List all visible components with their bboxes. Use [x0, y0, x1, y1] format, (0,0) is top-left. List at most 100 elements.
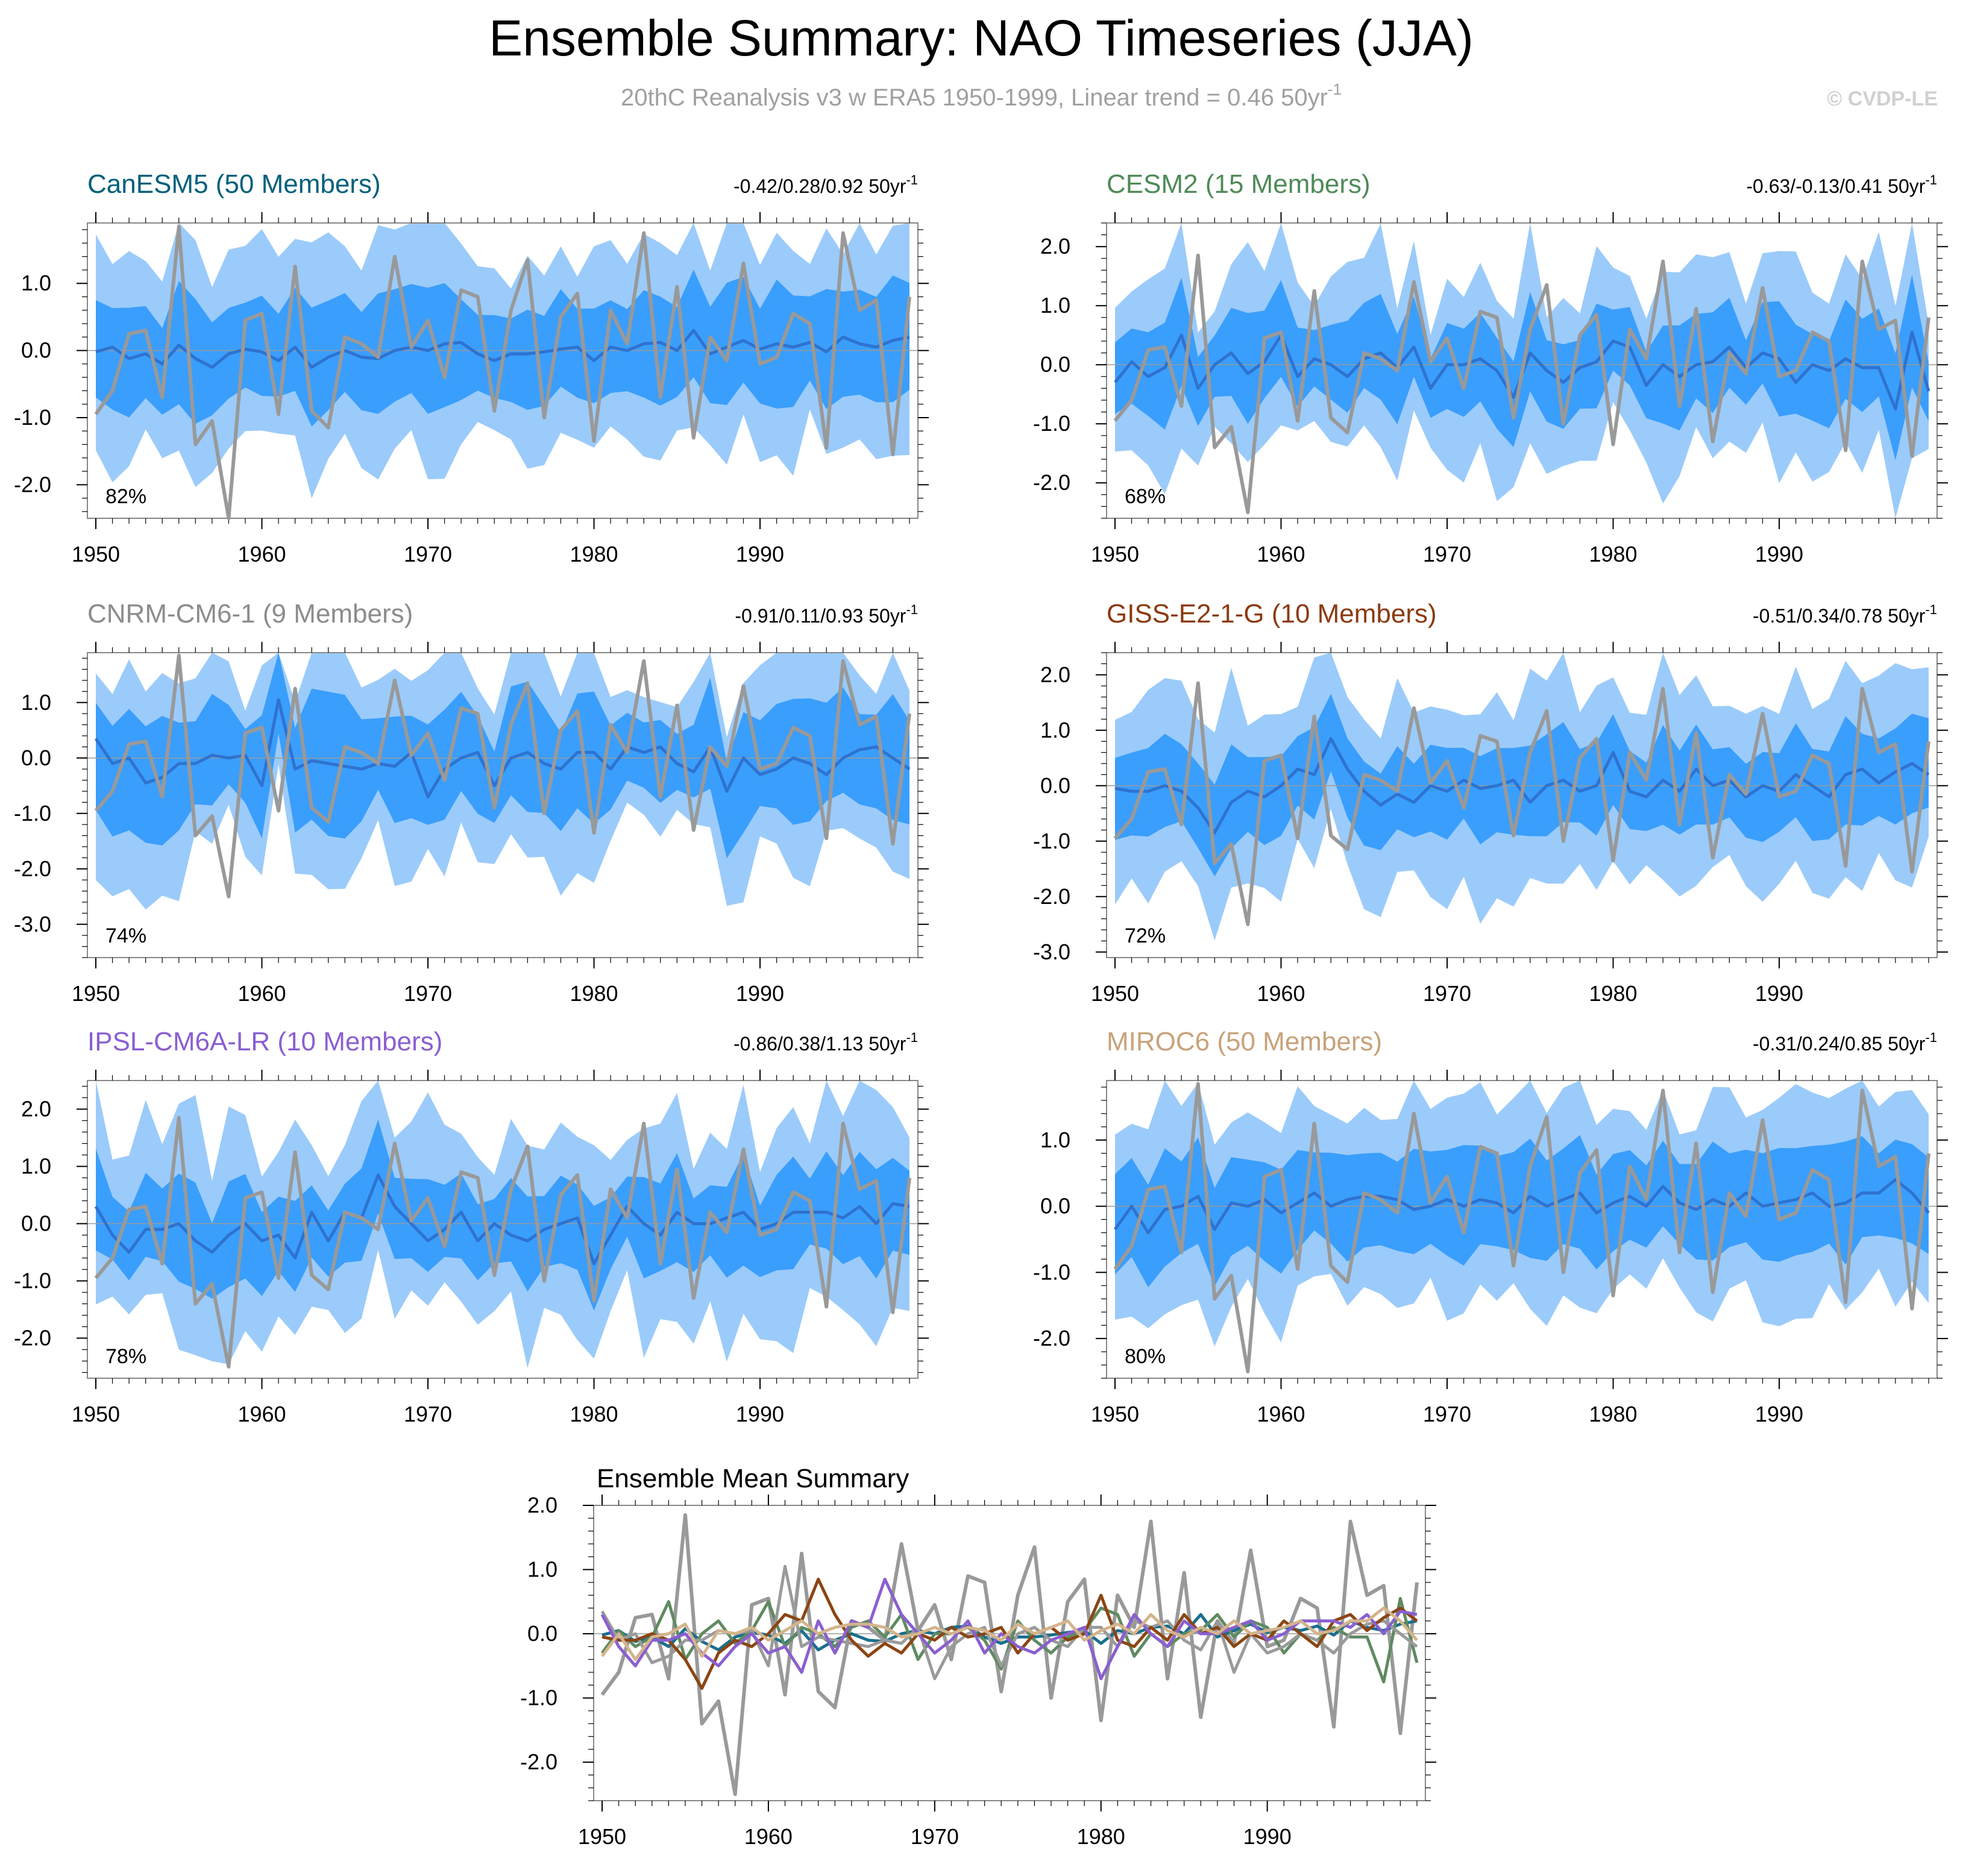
panel-giss-e2-1-g-plot-frame — [1106, 652, 1938, 958]
panel-cnrm-cm6-1-x-tick-label: 1950 — [72, 981, 120, 1006]
panel-miroc6-x-tick-label: 1990 — [1755, 1402, 1803, 1426]
panel-ipsl-cm6a-lr-y-tick-label: 2.0 — [21, 1097, 51, 1122]
panel-miroc6-ensemble-mean-line — [1113, 1178, 1930, 1234]
figure-subtitle: 20thC Reanalysis v3 w ERA5 1950-1999, Li… — [621, 80, 1342, 111]
panel-cesm2-x-tick-label: 1970 — [1423, 542, 1471, 566]
panel-giss-e2-1-g: 1950 1960 1970 1980 1990 2.0 1.0 0.0 -1.0 -2.0 -3.… — [1033, 599, 1948, 1006]
panel-cesm2-title: CESM2 (15 Members) — [1107, 169, 1371, 199]
panel-cesm2-trend-sup: -1 — [1925, 172, 1937, 187]
summary-y-tick-label: -2.0 — [520, 1749, 557, 1774]
panel-cesm2-percent-label: 68% — [1125, 485, 1166, 508]
panel-cnrm-cm6-1-y-tick-label: -3.0 — [14, 912, 51, 936]
panel-cesm2-x-tick-label: 1960 — [1257, 542, 1305, 566]
panel-cnrm-cm6-1-y-tick-label: -1.0 — [14, 801, 51, 826]
panel-canesm5-x-tick-label: 1980 — [570, 542, 618, 566]
panel-canesm5: 1950 1960 1970 1980 1990 1.0 0.0 -1.0 -2.0 CanESM… — [14, 169, 929, 566]
panel-cesm2-y-tick-label: -2.0 — [1033, 470, 1070, 495]
panel-cnrm-cm6-1-observed-line — [94, 653, 911, 899]
panel-giss-e2-1-g-trend-label: -0.51/0.34/0.78 50yr-1 — [1753, 602, 1937, 627]
panel-ipsl-cm6a-lr: 1950 1960 1970 1980 1990 2.0 1.0 0.0 -1.0 -2.0 IPS… — [14, 1027, 929, 1426]
panel-cesm2-x-tick-label: 1980 — [1589, 542, 1637, 566]
panel-giss-e2-1-g-trend-text: -0.51/0.34/0.78 50yr — [1753, 605, 1926, 627]
panel-ipsl-cm6a-lr-x-tick-label: 1960 — [237, 1402, 286, 1426]
summary-x-tick-label: 1960 — [744, 1824, 793, 1849]
panel-giss-e2-1-g-title: GISS-E2-1-G (10 Members) — [1107, 599, 1437, 629]
summary-y-tick-label: -1.0 — [520, 1686, 557, 1710]
panel-giss-e2-1-g-x-tick-label: 1970 — [1423, 981, 1471, 1006]
summary-line-miroc6 — [600, 1606, 1418, 1661]
panel-cnrm-cm6-1-y-tick-label: 0.0 — [21, 745, 51, 770]
panel-canesm5-trend-sup: -1 — [906, 172, 918, 187]
panel-canesm5-plot-frame — [87, 222, 919, 519]
panel-giss-e2-1-g-y-tick-label: 0.0 — [1040, 773, 1070, 798]
panel-canesm5-title: CanESM5 (50 Members) — [87, 169, 381, 199]
panel-miroc6-trend-sup: -1 — [1925, 1030, 1937, 1045]
summary-observed-line — [600, 1513, 1419, 1796]
panel-cnrm-cm6-1-plot-frame — [87, 652, 919, 958]
panel-cnrm-cm6-1-x-tick-label: 1970 — [404, 981, 452, 1006]
summary-x-tick-label: 1990 — [1243, 1824, 1292, 1849]
panel-cesm2-y-tick-label: 1.0 — [1040, 293, 1070, 318]
panel-miroc6-percent-label: 80% — [1125, 1345, 1166, 1368]
panel-miroc6-x-tick-label: 1950 — [1091, 1402, 1139, 1426]
panel-cnrm-cm6-1-y-tick-label: 1.0 — [21, 690, 51, 715]
panel-ipsl-cm6a-lr-trend-text: -0.86/0.38/1.13 50yr — [733, 1033, 906, 1055]
panel-ipsl-cm6a-lr-observed-line — [94, 1115, 911, 1369]
panel-canesm5-y-tick-label: 1.0 — [21, 271, 51, 295]
panel-giss-e2-1-g-x-tick-label: 1990 — [1755, 981, 1803, 1006]
panel-miroc6-y-tick-label: -1.0 — [1033, 1260, 1070, 1284]
panel-ipsl-cm6a-lr-plot-frame — [87, 1080, 919, 1379]
panel-giss-e2-1-g-x-tick-label: 1960 — [1257, 981, 1305, 1006]
panel-cesm2-trend-text: -0.63/-0.13/0.41 50yr — [1746, 175, 1925, 197]
panel-cnrm-cm6-1-percent-label: 74% — [105, 924, 146, 947]
panel-giss-e2-1-g-y-tick-label: 1.0 — [1040, 718, 1070, 742]
panel-miroc6: 1950 1960 1970 1980 1990 1.0 0.0 -1.0 -2.0 MIROC6… — [1033, 1027, 1948, 1426]
summary-y-tick-label: 2.0 — [527, 1493, 557, 1517]
panel-canesm5-trend-text: -0.42/0.28/0.92 50yr — [733, 175, 906, 197]
panel-miroc6-observed-line — [1113, 1082, 1930, 1373]
summary-x-tick-label: 1970 — [911, 1824, 959, 1849]
subtitle-text: 20thC Reanalysis v3 w ERA5 1950-1999, Li… — [621, 84, 1328, 111]
panel-giss-e2-1-g-y-tick-label: 2.0 — [1040, 662, 1070, 687]
panel-cnrm-cm6-1-x-tick-label: 1980 — [570, 981, 618, 1006]
panel-cesm2-y-tick-label: -1.0 — [1033, 411, 1070, 436]
panel-cnrm-cm6-1-x-tick-label: 1960 — [237, 981, 286, 1006]
panel-ipsl-cm6a-lr-trend-label: -0.86/0.38/1.13 50yr-1 — [733, 1030, 918, 1055]
panel-cnrm-cm6-1-x-tick-label: 1990 — [736, 981, 784, 1006]
panel-canesm5-y-tick-label: -2.0 — [14, 472, 51, 497]
subtitle-superscript: -1 — [1328, 80, 1342, 98]
panel-cesm2-x-tick-label: 1990 — [1755, 542, 1803, 566]
panel-miroc6-y-tick-label: 0.0 — [1040, 1194, 1070, 1219]
panel-ipsl-cm6a-lr-x-tick-label: 1990 — [736, 1402, 784, 1426]
summary-x-tick-label: 1950 — [578, 1824, 626, 1849]
panel-cesm2-y-tick-label: 0.0 — [1040, 352, 1070, 377]
panel-cnrm-cm6-1-trend-text: -0.91/0.11/0.93 50yr — [735, 605, 906, 627]
panel-giss-e2-1-g-y-tick-label: -3.0 — [1033, 940, 1070, 964]
panel-canesm5-percent-label: 82% — [105, 485, 146, 508]
panel-miroc6-plot-frame — [1106, 1080, 1938, 1379]
panel-cesm2-trend-label: -0.63/-0.13/0.41 50yr-1 — [1746, 172, 1937, 197]
panel-ipsl-cm6a-lr-band-inner — [96, 1119, 909, 1311]
panel-miroc6-y-tick-label: -2.0 — [1033, 1326, 1070, 1351]
panel-miroc6-x-tick-label: 1960 — [1257, 1402, 1305, 1426]
summary-y-tick-label: 0.0 — [527, 1621, 557, 1646]
summary-y-tick-label: 1.0 — [527, 1557, 557, 1582]
panel-miroc6-x-tick-label: 1980 — [1589, 1402, 1637, 1426]
panel-cesm2-x-tick-label: 1950 — [1091, 542, 1139, 566]
panel-giss-e2-1-g-percent-label: 72% — [1125, 924, 1166, 947]
figure-title: Ensemble Summary: NAO Timeseries (JJA) — [489, 10, 1474, 66]
panel-canesm5-x-tick-label: 1970 — [404, 542, 452, 566]
panel-canesm5-y-tick-label: -1.0 — [14, 405, 51, 430]
panel-cesm2-plot-frame — [1106, 222, 1938, 519]
panel-ipsl-cm6a-lr-y-tick-label: -2.0 — [14, 1326, 51, 1351]
summary-plot-frame — [593, 1505, 1426, 1801]
panel-cnrm-cm6-1-y-tick-label: -2.0 — [14, 856, 51, 881]
panel-canesm5-x-tick-label: 1990 — [736, 542, 784, 566]
panel-miroc6-y-tick-label: 1.0 — [1040, 1128, 1070, 1152]
panel-cnrm-cm6-1-trend-sup: -1 — [906, 602, 918, 617]
panel-ipsl-cm6a-lr-y-tick-label: 1.0 — [21, 1154, 51, 1179]
panel-miroc6-x-tick-label: 1970 — [1423, 1402, 1471, 1426]
panel-canesm5-x-tick-label: 1950 — [72, 542, 120, 566]
panel-cesm2-y-tick-label: 2.0 — [1040, 234, 1070, 259]
